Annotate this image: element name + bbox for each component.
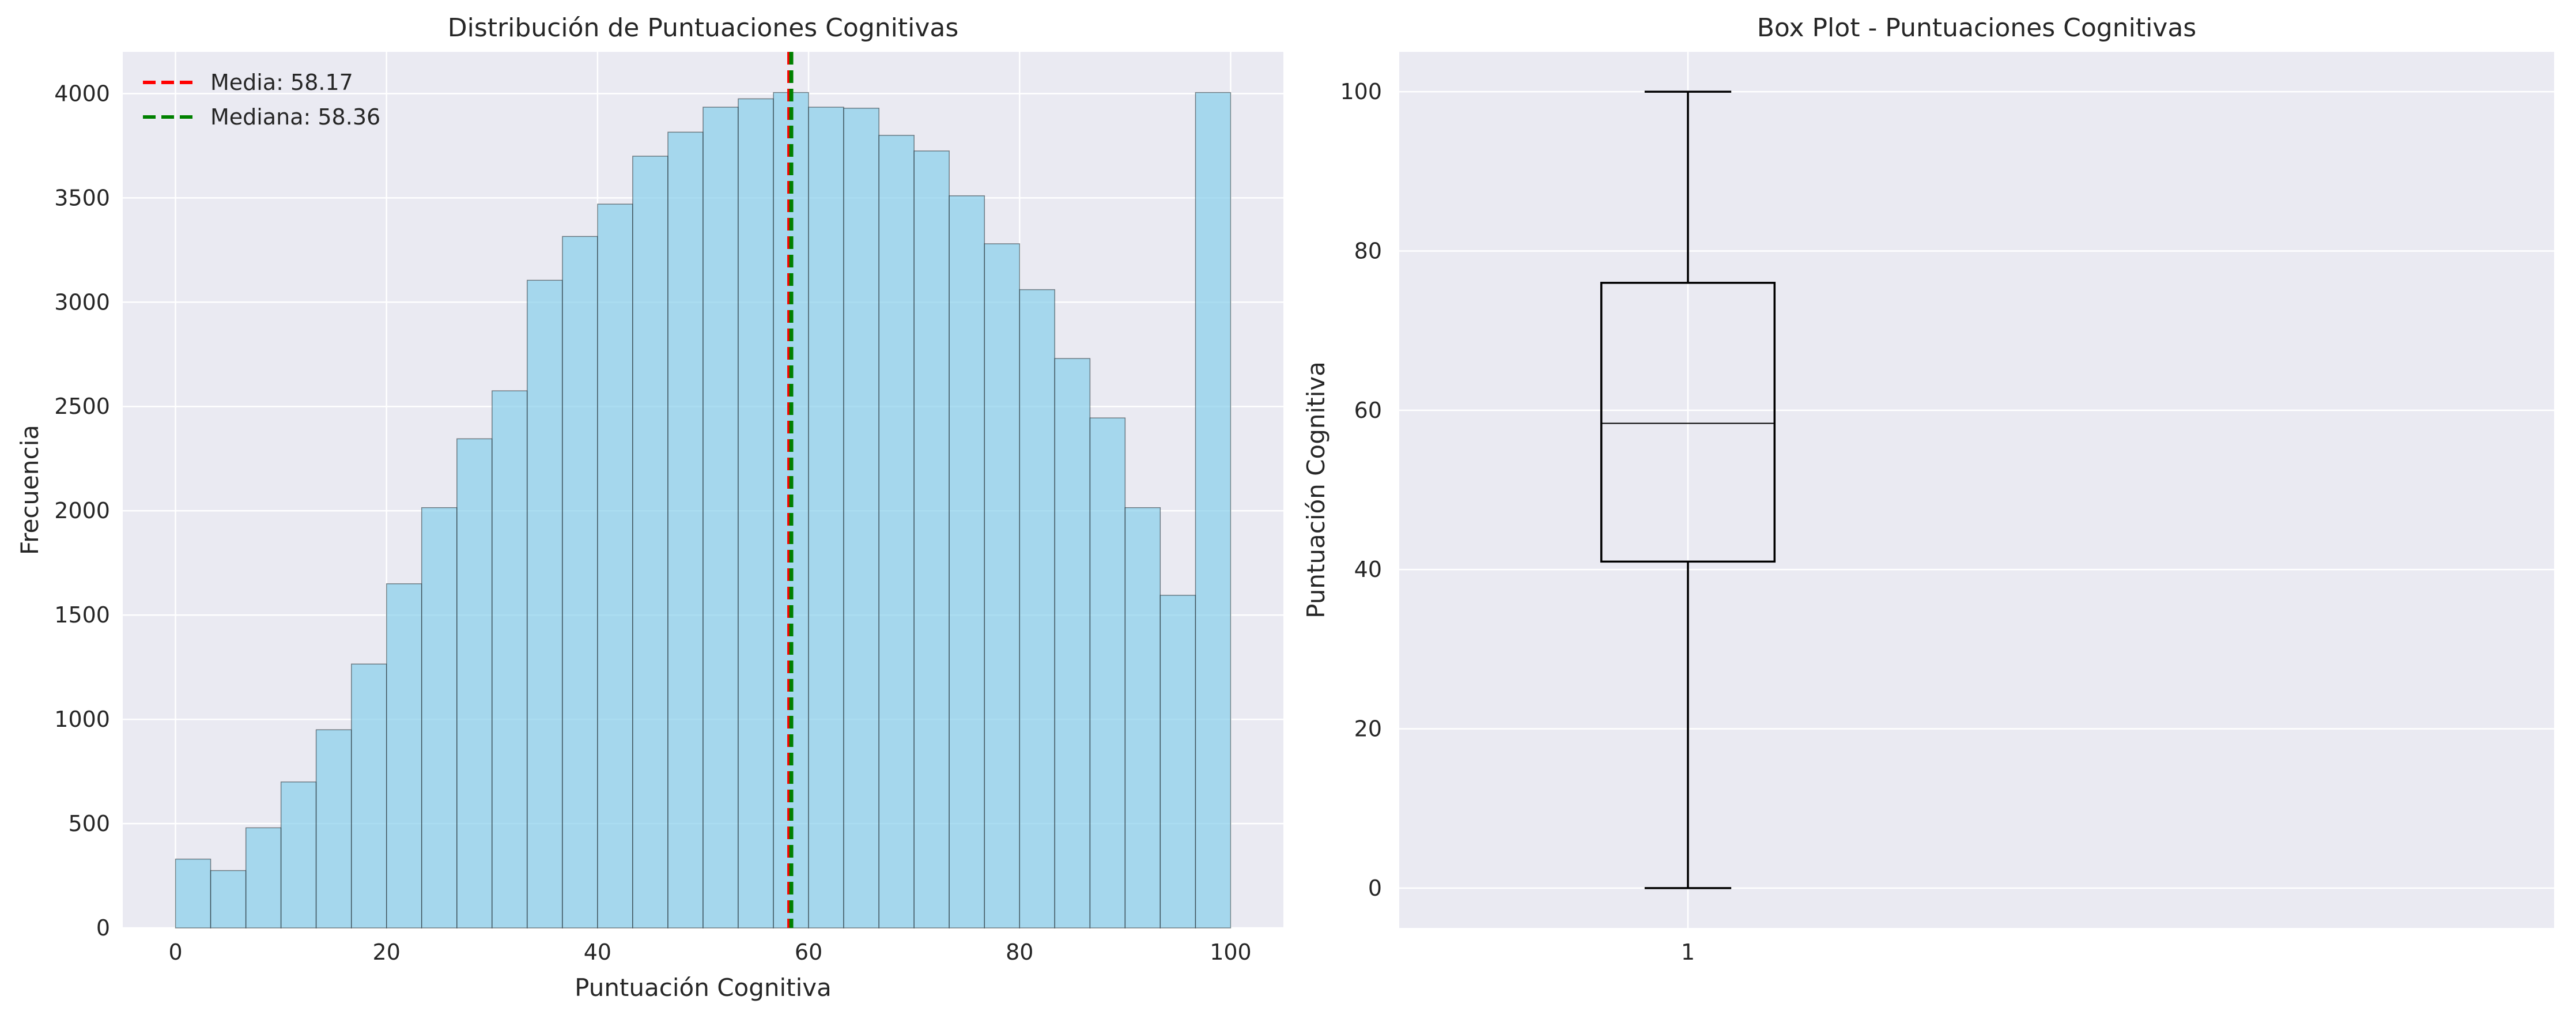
histogram-bar — [984, 243, 1021, 929]
histogram-bar — [210, 870, 247, 929]
histogram-legend: Media: 58.17 Mediana: 58.36 — [143, 70, 380, 130]
histogram-bar — [1195, 92, 1232, 929]
y-tick-label: 100 — [1340, 79, 1382, 104]
y-tick-label: 20 — [1354, 716, 1382, 742]
y-tick-label: 2500 — [54, 394, 110, 419]
histogram-bar — [773, 92, 809, 929]
histogram-title: Distribución de Puntuaciones Cognitivas — [448, 13, 959, 43]
boxplot-plot-area — [1399, 52, 2554, 928]
histogram-bar — [315, 729, 352, 929]
boxplot-title: Box Plot - Puntuaciones Cognitivas — [1757, 13, 2196, 43]
histogram-bar — [808, 107, 844, 929]
histogram-bar — [492, 390, 528, 929]
y-tick-label: 1000 — [54, 707, 110, 732]
histogram-bar — [421, 507, 458, 929]
boxplot-marks — [1600, 90, 1776, 889]
y-tick-label: 80 — [1354, 238, 1382, 263]
histogram-bar — [175, 858, 211, 929]
histogram-bar — [386, 583, 422, 929]
boxplot-grid — [1399, 52, 2554, 928]
y-tick-label: 0 — [96, 915, 110, 941]
x-tick-label: 20 — [373, 939, 401, 965]
histogram-bar — [245, 827, 282, 929]
boxplot-y-axis-label: Puntuación Cognitiva — [1302, 361, 1330, 618]
histogram-x-axis-label: Puntuación Cognitiva — [575, 973, 832, 1002]
histogram-bar — [1124, 507, 1161, 929]
histogram-bar — [1054, 358, 1091, 929]
histogram-bar — [1019, 289, 1055, 929]
histogram-bar — [527, 280, 563, 929]
histogram-ticks: 0 20 40 60 80 1000500100015002000250030003500… — [54, 81, 1251, 965]
y-tick-label: 60 — [1354, 398, 1382, 423]
boxplot-ticks: 1 0 20 40 60 80 100 — [1340, 79, 1695, 965]
x-tick-label: 100 — [1210, 939, 1252, 965]
x-tick-label: 1 — [1681, 939, 1695, 965]
histogram-reference-lines — [787, 52, 794, 928]
x-tick-label: 0 — [168, 939, 182, 965]
histogram-y-axis-label: Frecuencia — [16, 425, 44, 555]
histogram-bar — [597, 203, 633, 929]
histogram-bars — [175, 92, 1232, 929]
x-tick-label: 40 — [584, 939, 611, 965]
legend-median-label: Mediana: 58.36 — [210, 104, 380, 130]
y-tick-label: 0 — [1368, 875, 1382, 901]
histogram-bar — [913, 150, 950, 929]
histogram-bar — [843, 107, 879, 929]
histogram-bar — [949, 195, 985, 929]
histogram-bar — [456, 438, 493, 929]
histogram-bar — [667, 131, 704, 929]
y-tick-label: 500 — [68, 811, 110, 836]
y-tick-label: 3000 — [54, 289, 110, 315]
y-tick-label: 40 — [1354, 557, 1382, 582]
x-tick-label: 80 — [1006, 939, 1033, 965]
boxplot-chart: 1 0 20 40 60 80 100 Box Plot - Puntuaciones Co… — [1302, 13, 2554, 965]
histogram-bar — [702, 107, 739, 929]
histogram-bar — [632, 156, 668, 929]
boxplot-box — [1600, 281, 1776, 563]
histogram-bar — [1159, 595, 1196, 929]
histogram-bar — [738, 98, 774, 929]
histogram-bar — [351, 663, 387, 929]
legend-mean-label: Media: 58.17 — [210, 70, 353, 95]
histogram-chart: 0 20 40 60 80 1000500100015002000250030003500… — [16, 13, 1283, 1002]
histogram-bar — [562, 236, 598, 929]
histogram-bar — [280, 781, 317, 929]
y-tick-label: 4000 — [54, 81, 110, 106]
y-tick-label: 3500 — [54, 185, 110, 210]
y-tick-label: 1500 — [54, 602, 110, 628]
histogram-bar — [878, 135, 915, 929]
y-tick-label: 2000 — [54, 498, 110, 523]
x-tick-label: 60 — [795, 939, 822, 965]
histogram-bar — [1089, 417, 1126, 929]
